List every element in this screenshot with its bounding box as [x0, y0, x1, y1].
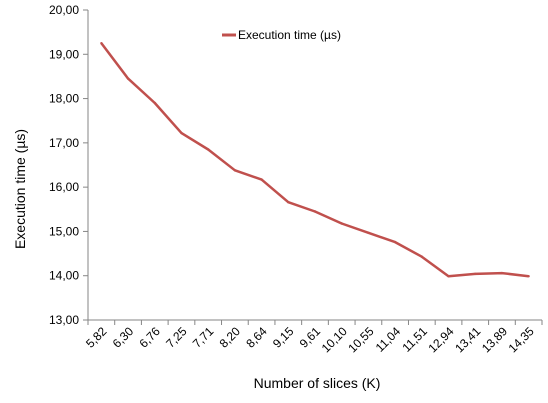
x-tick-label: 11,51 — [399, 324, 430, 355]
legend-label: Execution time (µs) — [238, 28, 341, 42]
data-point — [233, 169, 237, 172]
data-point — [340, 222, 343, 225]
legend: Execution time (µs) — [222, 28, 341, 42]
y-tick-label: 14,00 — [49, 269, 79, 283]
y-axis-title: Execution time (µs) — [12, 129, 28, 249]
x-tick-label: 12,94 — [426, 324, 457, 355]
x-tick-label: 13,41 — [452, 324, 483, 355]
data-point — [420, 255, 423, 258]
x-tick-label: 13,89 — [479, 324, 510, 355]
y-tick-label: 13,00 — [49, 313, 79, 327]
y-axis-ticks: 13,00 14,00 15,00 16,00 17,00 18,00 19,00 20,00 — [49, 3, 88, 327]
data-point — [527, 275, 530, 278]
x-tick-label: 8,64 — [243, 324, 270, 351]
series-layer — [100, 42, 530, 278]
y-tick-label: 19,00 — [49, 47, 79, 61]
data-point — [313, 210, 317, 213]
y-tick-label: 15,00 — [49, 224, 79, 238]
x-tick-label: 11,04 — [373, 324, 404, 355]
data-point — [126, 77, 130, 80]
x-axis-ticks: 5,82 6,30 6,76 7,25 7,71 8,20 8,64 9,15 9,6110,1… — [83, 320, 543, 355]
data-point — [100, 42, 103, 45]
data-point — [180, 131, 183, 135]
x-tick-label: 9,15 — [270, 324, 297, 351]
data-point — [287, 201, 290, 204]
data-point — [393, 240, 397, 244]
data-point — [260, 178, 263, 181]
y-tick-label: 16,00 — [49, 180, 79, 194]
data-point — [447, 275, 450, 278]
x-tick-label: 10,10 — [319, 324, 350, 355]
x-axis-title: Number of slices (K) — [254, 375, 381, 391]
y-tick-label: 20,00 — [49, 3, 79, 17]
y-tick-label: 18,00 — [49, 92, 79, 106]
x-tick-label: 14,35 — [506, 324, 537, 355]
x-tick-label: 7,71 — [190, 324, 217, 351]
x-tick-label: 10,55 — [345, 324, 376, 355]
x-tick-label: 6,30 — [110, 324, 137, 351]
y-tick-label: 17,00 — [49, 136, 79, 150]
x-tick-label: 6,76 — [136, 324, 163, 351]
series-line — [100, 42, 529, 278]
x-tick-label: 5,82 — [83, 324, 110, 351]
data-point — [207, 148, 210, 151]
data-point — [474, 272, 477, 276]
data-point — [500, 271, 504, 275]
x-tick-label: 7,25 — [163, 324, 190, 351]
data-point — [153, 101, 156, 105]
x-tick-label: 8,20 — [217, 324, 244, 351]
data-point — [367, 231, 370, 234]
